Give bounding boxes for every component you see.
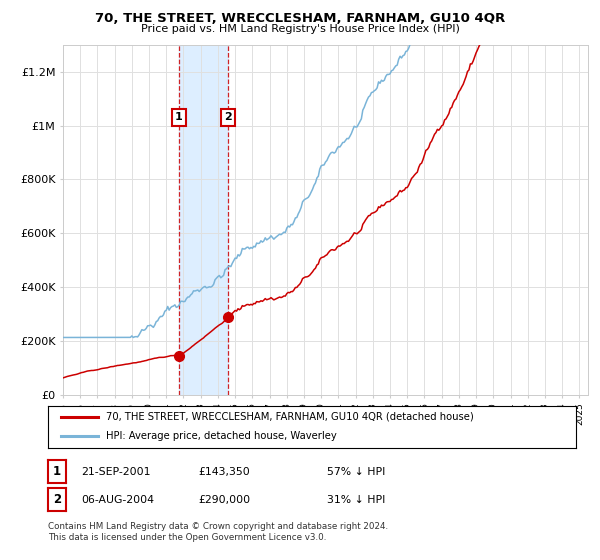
Text: HPI: Average price, detached house, Waverley: HPI: Average price, detached house, Wave… — [106, 431, 337, 441]
Text: This data is licensed under the Open Government Licence v3.0.: This data is licensed under the Open Gov… — [48, 533, 326, 542]
Text: Price paid vs. HM Land Registry's House Price Index (HPI): Price paid vs. HM Land Registry's House … — [140, 24, 460, 34]
Text: £290,000: £290,000 — [198, 494, 250, 505]
Text: 1: 1 — [53, 465, 61, 478]
Text: £143,350: £143,350 — [198, 466, 250, 477]
Text: 21-SEP-2001: 21-SEP-2001 — [81, 466, 151, 477]
Text: 2: 2 — [224, 113, 232, 123]
Text: 31% ↓ HPI: 31% ↓ HPI — [327, 494, 385, 505]
Text: 2: 2 — [53, 493, 61, 506]
Text: Contains HM Land Registry data © Crown copyright and database right 2024.: Contains HM Land Registry data © Crown c… — [48, 522, 388, 531]
Text: 70, THE STREET, WRECCLESHAM, FARNHAM, GU10 4QR: 70, THE STREET, WRECCLESHAM, FARNHAM, GU… — [95, 12, 505, 25]
Text: 70, THE STREET, WRECCLESHAM, FARNHAM, GU10 4QR (detached house): 70, THE STREET, WRECCLESHAM, FARNHAM, GU… — [106, 412, 474, 422]
Text: 06-AUG-2004: 06-AUG-2004 — [81, 494, 154, 505]
Text: 57% ↓ HPI: 57% ↓ HPI — [327, 466, 385, 477]
Bar — [179, 45, 228, 395]
Text: 1: 1 — [175, 113, 182, 123]
